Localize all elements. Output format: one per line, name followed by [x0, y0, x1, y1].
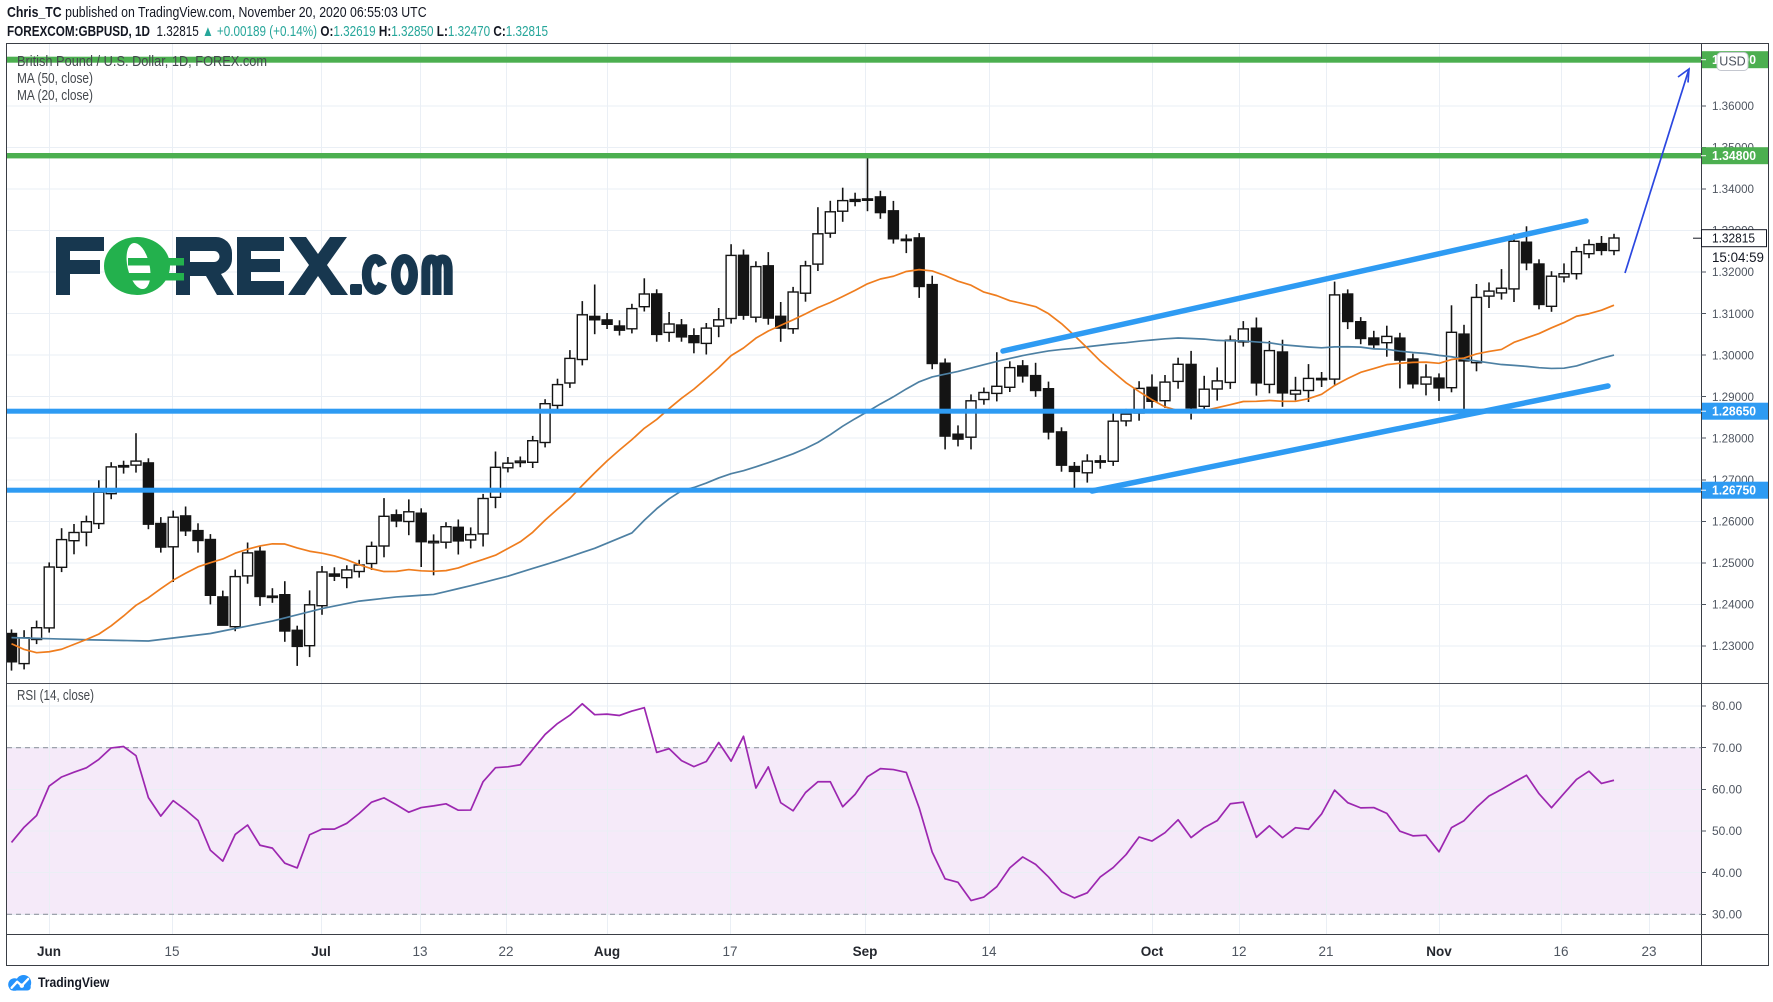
svg-text:1.24000: 1.24000 — [1712, 598, 1754, 612]
svg-text:Aug: Aug — [594, 944, 620, 959]
svg-text:MA (20, close): MA (20, close) — [17, 88, 93, 104]
svg-text:50.00: 50.00 — [1712, 824, 1742, 838]
svg-text:Sep: Sep — [853, 944, 878, 959]
svg-text:1.34000: 1.34000 — [1712, 182, 1754, 196]
svg-text:1.28650: 1.28650 — [1712, 405, 1756, 419]
svg-text:40.00: 40.00 — [1712, 866, 1742, 880]
svg-text:1.26000: 1.26000 — [1712, 515, 1754, 529]
svg-text:70.00: 70.00 — [1712, 741, 1742, 755]
svg-text:60.00: 60.00 — [1712, 783, 1742, 797]
svg-text:1.30000: 1.30000 — [1712, 348, 1754, 362]
svg-text:14: 14 — [981, 944, 997, 959]
svg-text:1.32815: 1.32815 — [1712, 232, 1755, 246]
svg-text:RSI (14, close): RSI (14, close) — [17, 688, 94, 704]
svg-text:Nov: Nov — [1426, 944, 1452, 959]
svg-text:80.00: 80.00 — [1712, 699, 1742, 713]
svg-text:1.34800: 1.34800 — [1712, 149, 1756, 163]
svg-text:1.23000: 1.23000 — [1712, 639, 1754, 653]
svg-text:1.29000: 1.29000 — [1712, 390, 1754, 404]
svg-text:17: 17 — [722, 944, 737, 959]
svg-text:Oct: Oct — [1141, 944, 1164, 959]
svg-text:Jun: Jun — [37, 944, 61, 959]
svg-text:1.25000: 1.25000 — [1712, 556, 1754, 570]
svg-text:13: 13 — [412, 944, 427, 959]
svg-text:1.28000: 1.28000 — [1712, 431, 1754, 445]
svg-text:1.36000: 1.36000 — [1712, 99, 1754, 113]
svg-text:British Pound / U.S. Dollar, 1: British Pound / U.S. Dollar, 1D, FOREX.c… — [17, 54, 267, 70]
svg-text:22: 22 — [498, 944, 513, 959]
svg-text:30.00: 30.00 — [1712, 908, 1742, 922]
svg-text:16: 16 — [1553, 944, 1568, 959]
svg-text:USD: USD — [1719, 55, 1745, 69]
svg-text:Jul: Jul — [311, 944, 331, 959]
svg-text:23: 23 — [1641, 944, 1656, 959]
svg-text:1.26750: 1.26750 — [1712, 484, 1756, 498]
svg-text:15:04:59: 15:04:59 — [1712, 250, 1764, 265]
svg-text:MA (50, close): MA (50, close) — [17, 71, 93, 87]
svg-text:12: 12 — [1231, 944, 1246, 959]
svg-text:1.31000: 1.31000 — [1712, 307, 1754, 321]
svg-text:21: 21 — [1318, 944, 1333, 959]
svg-text:15: 15 — [164, 944, 179, 959]
svg-text:1.32000: 1.32000 — [1712, 265, 1754, 279]
